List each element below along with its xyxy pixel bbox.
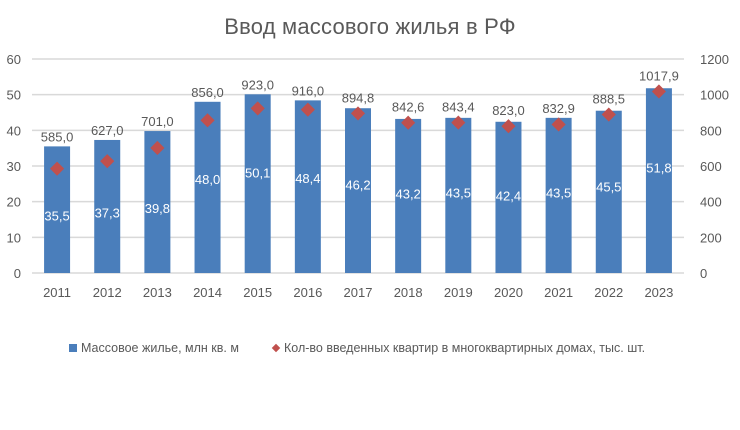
x-axis-tick-label: 2014 [193, 285, 222, 300]
chart-plot-area: 010203040506002004006008001000120035,558… [7, 52, 729, 300]
bar-value-label: 50,1 [245, 166, 270, 181]
right-axis-tick-label: 400 [700, 195, 722, 210]
x-axis-tick-label: 2011 [43, 285, 71, 300]
legend-bar-label: Массовое жилье, млн кв. м [81, 341, 239, 355]
bar-2015 [244, 94, 271, 273]
x-axis-tick-label: 2023 [644, 285, 673, 300]
right-axis-tick-label: 200 [700, 230, 722, 245]
x-axis-tick-label: 2022 [594, 285, 623, 300]
legend-bar-swatch-icon [69, 344, 77, 352]
diamond-marker-icon [350, 106, 366, 121]
left-axis-tick-label: 20 [7, 195, 21, 210]
bar-value-label: 35,5 [44, 209, 69, 224]
bar-value-label: 51,8 [646, 161, 671, 176]
bar-2017 [345, 108, 371, 273]
right-axis-tick-label: 1000 [700, 88, 729, 103]
bar-value-label: 48,4 [295, 171, 320, 186]
bar-value-label: 43,5 [446, 185, 471, 200]
left-axis-tick-label: 30 [7, 159, 21, 174]
left-axis-tick-label: 0 [14, 266, 21, 281]
diamond-marker-icon [651, 84, 666, 99]
diamond-marker-icon [250, 101, 265, 116]
right-axis-tick-label: 1200 [700, 52, 729, 67]
marker-value-label: 923,0 [241, 77, 274, 92]
bar-2022 [595, 110, 622, 273]
chart-legend: Массовое жилье, млн кв. м Кол-во введенн… [0, 341, 740, 361]
bar-2023 [645, 88, 672, 273]
x-axis-tick-label: 2019 [444, 285, 473, 300]
diamond-marker-icon [601, 107, 616, 122]
diamond-marker-icon [501, 119, 516, 134]
x-axis-tick-label: 2021 [544, 285, 573, 300]
x-axis-tick-label: 2012 [93, 285, 122, 300]
bar-2021 [545, 117, 572, 273]
chart-title: Ввод массового жилья в РФ [224, 14, 516, 39]
bar-2019 [445, 117, 472, 273]
marker-value-label: 842,6 [392, 100, 425, 115]
marker-value-label: 627,0 [91, 123, 124, 138]
diamond-marker-icon [451, 115, 466, 130]
x-axis-tick-label: 2017 [344, 285, 373, 300]
bar-value-label: 43,5 [546, 185, 571, 200]
diamond-marker-icon [150, 140, 165, 156]
bar-value-label: 37,3 [95, 205, 120, 220]
x-axis-tick-label: 2018 [394, 285, 423, 300]
diamond-marker-icon [401, 115, 416, 130]
marker-value-label: 585,0 [41, 129, 74, 144]
diamond-marker-icon [300, 102, 315, 117]
marker-value-label: 823,0 [492, 103, 525, 118]
x-axis-tick-label: 2015 [243, 285, 272, 300]
right-axis-tick-label: 0 [700, 266, 707, 281]
bar-value-label: 43,2 [395, 186, 420, 201]
marker-value-label: 894,8 [342, 90, 375, 105]
marker-value-label: 888,5 [592, 92, 625, 107]
left-axis-tick-label: 60 [7, 52, 21, 67]
marker-value-label: 843,4 [442, 100, 475, 115]
bar-value-label: 45,5 [596, 179, 621, 194]
left-axis-tick-label: 40 [7, 123, 21, 138]
marker-value-label: 701,0 [141, 114, 174, 129]
legend-item-marker-series: Кол-во введенных квартир в многоквартирн… [271, 341, 646, 355]
bar-2020 [495, 121, 522, 273]
left-axis-tick-label: 10 [7, 230, 21, 245]
x-axis-tick-label: 2020 [494, 285, 523, 300]
right-axis-tick-label: 800 [700, 123, 722, 138]
legend-diamond-marker-icon [271, 343, 281, 353]
bar-2016 [294, 100, 321, 273]
marker-value-label: 916,0 [292, 83, 325, 98]
x-axis-tick-label: 2016 [293, 285, 322, 300]
left-axis-tick-label: 50 [7, 88, 21, 103]
diamond-marker-icon [551, 117, 566, 132]
bar-value-label: 46,2 [345, 177, 370, 192]
legend-item-bar-series: Массовое жилье, млн кв. м [69, 341, 239, 355]
bar-value-label: 42,4 [496, 189, 521, 204]
x-axis-tick-label: 2013 [143, 285, 172, 300]
marker-value-label: 856,0 [191, 85, 224, 100]
bar-2018 [395, 118, 422, 273]
marker-value-label: 1017,9 [639, 68, 679, 83]
right-axis-tick-label: 600 [700, 159, 722, 174]
marker-value-label: 832,9 [542, 101, 575, 116]
bar-value-label: 39,8 [145, 201, 170, 216]
bar-value-label: 48,0 [195, 172, 220, 187]
legend-marker-label: Кол-во введенных квартир в многоквартирн… [284, 341, 646, 355]
bar-2014 [194, 101, 221, 273]
